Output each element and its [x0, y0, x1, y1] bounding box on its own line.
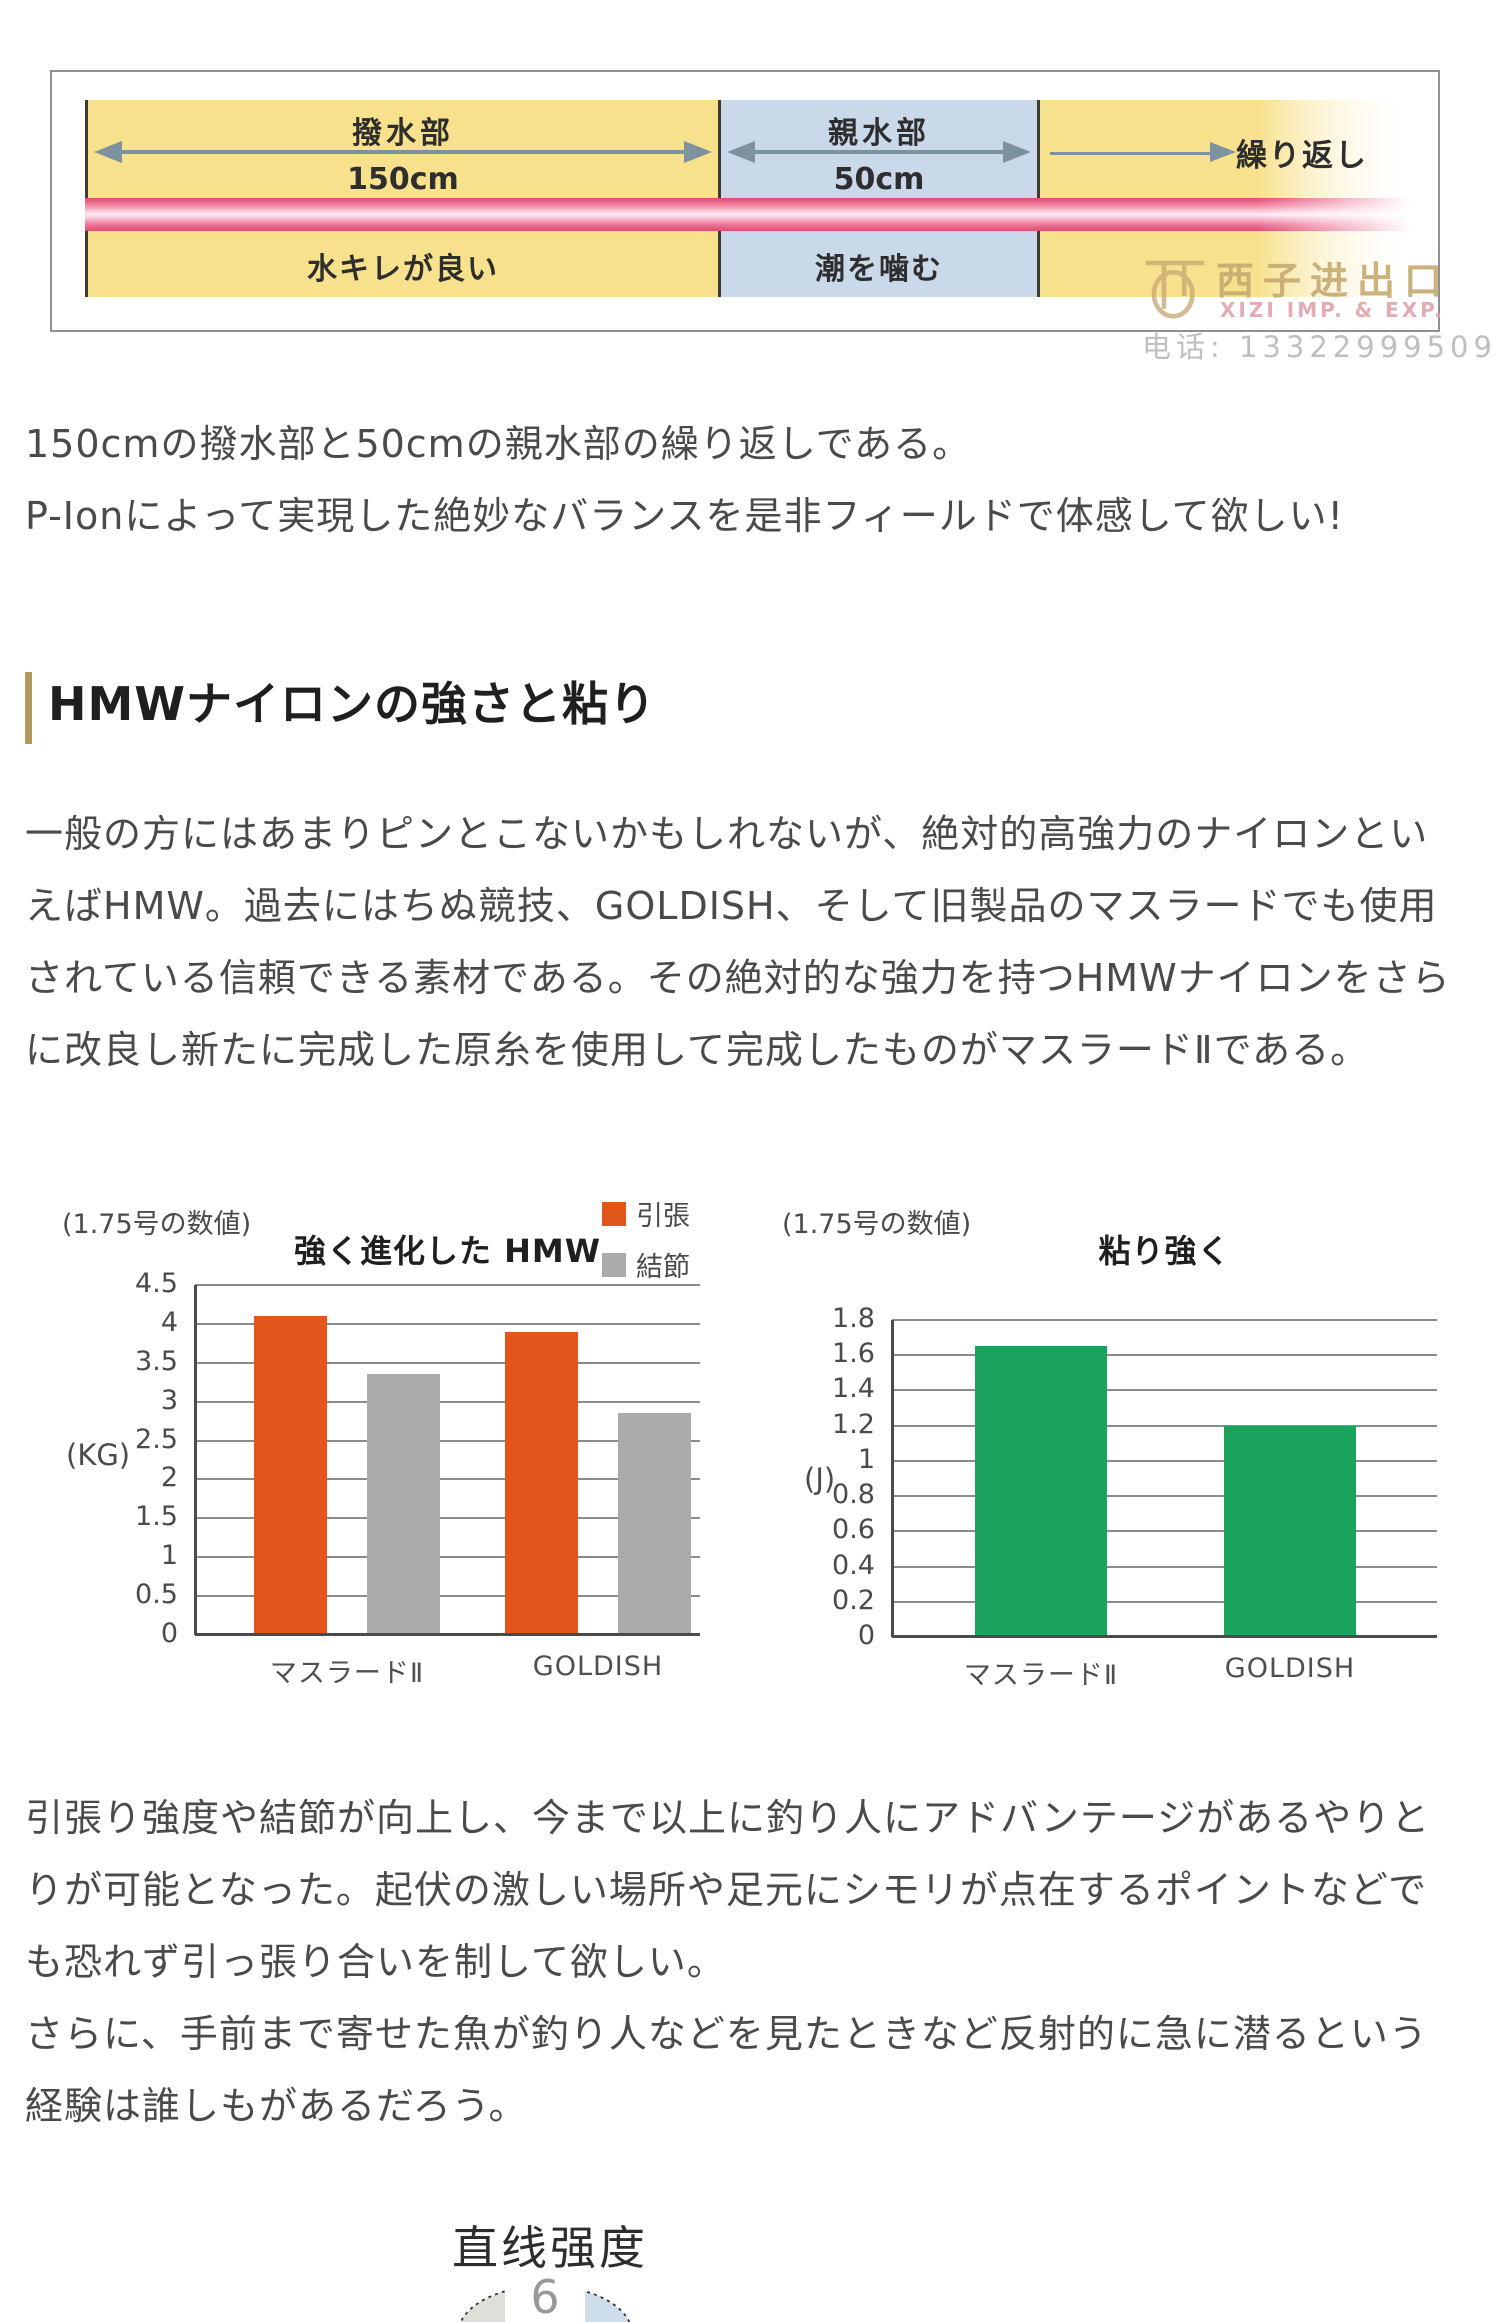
arrow-right-icon — [1210, 142, 1236, 162]
y-tick-label: 1.2 — [832, 1409, 875, 1440]
y-tick-label: 0.6 — [832, 1514, 875, 1545]
category-label: GOLDISH — [1224, 1653, 1356, 1684]
y-tick-label: 1.8 — [832, 1303, 875, 1334]
gridline — [892, 1425, 1437, 1427]
section-heading: HMWナイロンの強さと粘り — [48, 677, 657, 731]
plot-area — [194, 1284, 700, 1636]
section-paragraph: 一般の方にはあまりピンとこないかもしれないが、絶対的高強力のナイロンとい えばH… — [25, 812, 1451, 1072]
hydrophilic-span-arrow — [755, 150, 1003, 154]
legend-item-knot: 結節 — [602, 1245, 690, 1284]
gridline — [195, 1478, 700, 1480]
bar-引張 — [505, 1332, 578, 1635]
plot-area — [891, 1319, 1437, 1638]
y-tick-label: 3.5 — [135, 1346, 178, 1377]
gridline — [195, 1362, 700, 1364]
hydrophilic-label: 親水部 — [828, 116, 930, 151]
repellent-span-arrow — [122, 150, 684, 154]
y-tick-label: 0.2 — [832, 1585, 875, 1616]
gridline — [892, 1460, 1437, 1462]
y-tick-label: 1 — [160, 1540, 178, 1571]
arrow-left-icon — [727, 141, 755, 163]
legend-label-tensile: 引張 — [636, 1201, 690, 1232]
y-tick-label: 1 — [857, 1444, 875, 1475]
gridline — [195, 1556, 700, 1558]
gridline — [892, 1354, 1437, 1356]
xizi-logo-icon — [1145, 260, 1205, 319]
gridline — [892, 1319, 1437, 1321]
radar-apex-value: 6 — [505, 2270, 585, 2322]
hydrophilic-length: 50cm — [833, 162, 925, 197]
bar-粘り強く — [1224, 1426, 1356, 1637]
y-tick-label: 2.5 — [135, 1424, 178, 1455]
arrow-left-icon — [94, 141, 122, 163]
y-axis-line — [194, 1285, 197, 1635]
y-tick-label: 0.4 — [832, 1550, 875, 1581]
closing-paragraph: 引張り強度や結節が向上し、今まで以上に釣り人にアドバンテージがあるやりと りが可… — [25, 1796, 1431, 2128]
y-tick-label: 0.8 — [832, 1479, 875, 1510]
gridline — [892, 1601, 1437, 1603]
y-axis-unit: (J) — [804, 1462, 836, 1496]
line-structure-diagram: 撥水部 150cm 水キレが良い 親水部 50cm 潮を噛む 繰り返し — [50, 70, 1440, 332]
gridline — [892, 1495, 1437, 1497]
y-tick-label: 1.6 — [832, 1338, 875, 1369]
chart-title: 強く進化した HMW — [293, 1232, 602, 1270]
repeat-arrow — [1050, 152, 1210, 155]
bar-引張 — [254, 1316, 327, 1635]
legend-item-tensile: 引張 — [602, 1194, 690, 1233]
repeat-label: 繰り返し — [1236, 138, 1368, 174]
chart-note: (1.75号の数値) — [62, 1209, 252, 1240]
radar-axis-title: 直线强度 — [452, 2221, 648, 2275]
toughness-chart: (1.75号の数値) 粘り強く (J) 0 0.2 0.4 0.6 0.8 1 1.2 1.4… — [760, 1180, 1460, 1740]
x-axis-line — [892, 1635, 1437, 1638]
bar-結節 — [618, 1413, 691, 1635]
y-tick-label: 0 — [160, 1618, 178, 1649]
y-axis-unit: (KG) — [66, 1438, 131, 1472]
intro-paragraph: 150cmの撥水部と50cmの親水部の繰り返しである。 P-Ionによって実現し… — [25, 422, 1344, 538]
gridline — [892, 1566, 1437, 1568]
watermark-phone: 电话: 13322999509 — [1142, 330, 1497, 364]
bar-結節 — [367, 1374, 440, 1635]
y-tick-label: 4.5 — [135, 1268, 178, 1299]
chart-title: 粘り強く — [1098, 1232, 1231, 1270]
repellent-label: 撥水部 — [352, 116, 454, 151]
arrow-right-icon — [1003, 141, 1031, 163]
bar-粘り強く — [975, 1346, 1107, 1637]
y-axis-line — [891, 1320, 894, 1637]
repellent-length: 150cm — [347, 162, 459, 197]
category-label: マスラードⅡ — [269, 1658, 425, 1689]
gridline — [195, 1517, 700, 1519]
legend-swatch-orange — [602, 1201, 626, 1226]
chart-note: (1.75号の数値) — [782, 1209, 972, 1240]
watermark-company-cn: 西子进出口 — [1216, 259, 1452, 303]
fishing-line-sample — [85, 198, 1415, 231]
repellent-note: 水キレが良い — [307, 252, 499, 287]
legend-swatch-gray — [602, 1252, 626, 1277]
heading-accent-bar — [25, 672, 32, 744]
y-tick-label: 0 — [857, 1620, 875, 1651]
tensile-knot-strength-chart: (1.75号の数値) 強く進化した HMW 引張 結節 (KG) 0 0.5 1 1.… — [40, 1180, 720, 1740]
y-tick-label: 0.5 — [135, 1579, 178, 1610]
gridline — [195, 1595, 700, 1597]
legend-label-knot: 結節 — [636, 1252, 690, 1283]
y-tick-label: 1.5 — [135, 1501, 178, 1532]
x-axis-line — [195, 1633, 700, 1636]
gridline — [892, 1389, 1437, 1391]
category-label: マスラードⅡ — [963, 1660, 1119, 1691]
gridline — [195, 1401, 700, 1403]
category-label: GOLDISH — [532, 1651, 664, 1682]
hydrophilic-note: 潮を噛む — [815, 252, 943, 287]
gridline — [195, 1284, 700, 1286]
gridline — [195, 1323, 700, 1325]
right-fade-overlay — [1257, 80, 1438, 324]
gridline — [892, 1530, 1437, 1532]
gridline — [195, 1440, 700, 1442]
y-tick-label: 2 — [160, 1462, 178, 1493]
chart-legend: 引張 結節 — [602, 1194, 690, 1296]
watermark-company-en: XIZI IMP. & EXP. — [1220, 298, 1445, 322]
y-tick-label: 3 — [160, 1385, 178, 1416]
y-tick-label: 4 — [160, 1307, 178, 1338]
y-tick-label: 1.4 — [832, 1373, 875, 1404]
arrow-right-icon — [684, 141, 712, 163]
